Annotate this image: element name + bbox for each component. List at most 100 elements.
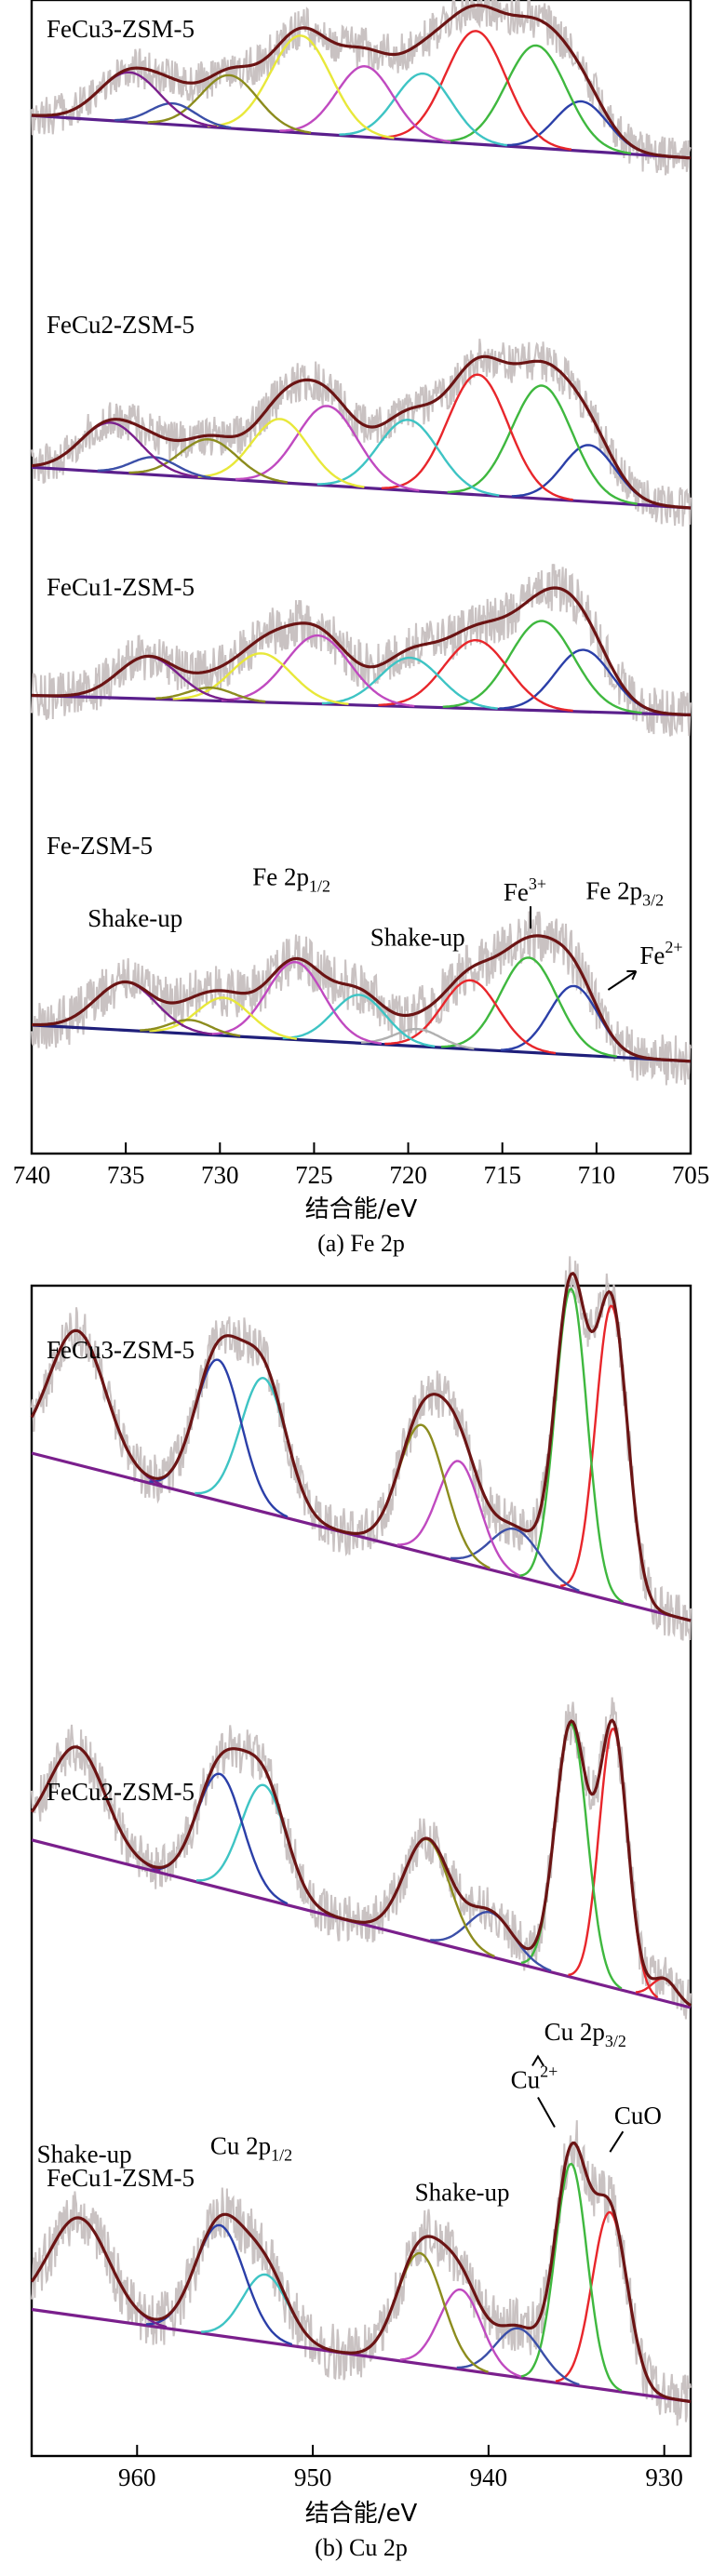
background-baseline [31, 2307, 692, 2404]
peak-component-line [208, 961, 383, 1045]
raw-spectrum-line [31, 2120, 692, 2426]
peak-component-line [400, 2288, 522, 2378]
plot-frame [30, 1284, 692, 2458]
peak-component-line [381, 373, 573, 501]
spectrum-panel: FeCu2-ZSM-5 [31, 311, 692, 527]
peak-component-line [282, 994, 436, 1048]
sample-label: FeCu1-ZSM-5 [47, 573, 195, 601]
fitted-envelope-line [31, 4, 692, 160]
figure-caption: (a) Fe 2p [317, 1230, 405, 1257]
peak-component-line [384, 979, 557, 1055]
x-tick-label: 705 [672, 1161, 710, 1189]
peak-component-line [147, 73, 312, 134]
peak-annotation: Fe2+ [639, 938, 682, 969]
raw-spectrum-line [31, 911, 692, 1086]
x-tick-label: 735 [107, 1161, 145, 1189]
peak-component-line [442, 620, 642, 714]
peak-component-line [520, 1723, 623, 1990]
x-tick-label: 730 [201, 1161, 239, 1189]
peak-component-line [235, 405, 420, 492]
annotation-arrowhead [531, 2054, 544, 2067]
peak-component-line [519, 1288, 625, 1604]
sample-label: FeCu1-ZSM-5 [47, 2164, 195, 2192]
raw-spectrum-line [31, 1697, 692, 2020]
peak-component-line [520, 2162, 623, 2392]
peak-component-line [155, 687, 266, 703]
spectrum-panel: Fe-ZSM-5 Shake-up Fe 2p1/2 Shake-up Fe3+ Fe 2… [31, 832, 692, 1086]
peak-component-line [378, 639, 573, 713]
fitted-envelope-line [30, 1271, 692, 1622]
fitted-envelope-line [32, 586, 691, 716]
x-axis-title: 结合能/eV [305, 1195, 418, 1223]
peak-annotation: Shake-up [87, 904, 182, 932]
peak-annotation: Cu 2p3/2 [544, 2018, 626, 2050]
peak-component-line [279, 64, 451, 143]
peak-annotation: Shake-up [370, 924, 465, 952]
figure-caption: (b) Cu 2p [315, 2534, 408, 2561]
peak-component-line [316, 419, 500, 497]
sample-label: FeCu2-ZSM-5 [47, 311, 195, 339]
x-tick-label: 720 [389, 1161, 427, 1189]
peak-component-line [440, 956, 617, 1058]
peak-annotation: Shake-up [37, 2140, 132, 2168]
fitted-envelope-line [31, 354, 692, 510]
peak-component-line [339, 72, 508, 147]
x-tick-label: 740 [13, 1161, 51, 1189]
raw-spectrum-line [31, 1256, 692, 1641]
peak-annotation: Cu 2p1/2 [210, 2131, 292, 2164]
spectrum-panel: FeCu3-ZSM-5 [31, 0, 692, 176]
spectrum-panel: FeCu2-ZSM-5 [30, 1697, 692, 2020]
peak-annotation: Fe 2p1/2 [252, 862, 330, 895]
annotation-arrow [607, 970, 637, 991]
peak-component-line [149, 1358, 289, 1518]
peak-component-line [195, 418, 365, 488]
peak-component-line [430, 1911, 552, 1972]
peak-component-line [140, 1019, 241, 1037]
peak-annotation: Cu2+ [511, 2062, 558, 2094]
peak-component-line [221, 634, 415, 708]
peak-annotation: Fe3+ [504, 874, 546, 906]
spectrum-panel: FeCu1-ZSM-5 [31, 564, 692, 737]
peak-component-line [397, 1460, 520, 1577]
peak-annotation: Fe 2p3/2 [585, 877, 664, 910]
sample-label: FeCu3-ZSM-5 [47, 1336, 195, 1364]
peak-component-line [361, 1027, 475, 1050]
peak-component-line [114, 101, 232, 129]
x-tick-label: 940 [470, 2463, 508, 2491]
x-tick-label: 715 [483, 1161, 521, 1189]
peak-component-line [456, 2327, 580, 2386]
x-tick-label: 930 [645, 2463, 683, 2491]
x-tick-label: 960 [118, 2463, 156, 2491]
peak-annotation: CuO [614, 2102, 662, 2129]
chart-fe-2p: 740 735 730 725 720 715 710 705 结合能/eV (a) Fe 2p F… [13, 0, 710, 1257]
sample-label: Fe-ZSM-5 [47, 832, 153, 860]
annotation-arrow [609, 2130, 625, 2153]
x-tick-label: 950 [294, 2463, 332, 2491]
background-baseline [31, 113, 692, 160]
chart-root: 740 735 730 725 720 715 710 705 结合能/eV (a) Fe 2p F… [13, 0, 710, 2561]
peak-annotation: Shake-up [415, 2179, 510, 2207]
sample-label: FeCu2-ZSM-5 [47, 1778, 195, 1806]
peak-component-line [195, 1376, 334, 1529]
fitted-envelope-line [32, 934, 691, 1063]
peak-component-line [381, 30, 572, 151]
peak-component-line [128, 437, 288, 484]
annotation-arrow [537, 2097, 556, 2128]
annotation-arrowhead [626, 970, 638, 981]
peak-component-line [207, 34, 395, 140]
raw-spectrum-line [31, 339, 692, 527]
background-baseline [31, 1838, 692, 2009]
background-baseline [31, 693, 692, 717]
peak-component-line [172, 652, 349, 705]
chart-cu-2p: 960 950 940 930 结合能/eV (b) Cu 2p FeCu3-ZSM-5 Fe… [30, 1256, 692, 2561]
plot-frame [30, 0, 692, 1155]
peak-component-line [149, 996, 298, 1040]
x-axis-title: 结合能/eV [305, 2500, 418, 2528]
fitted-envelope-line [30, 1718, 692, 2007]
peak-component-line [321, 656, 498, 710]
sample-label: FeCu3-ZSM-5 [47, 15, 195, 43]
spectrum-panel: FeCu3-ZSM-5 [30, 1256, 692, 1641]
